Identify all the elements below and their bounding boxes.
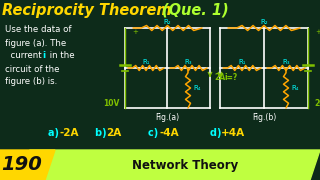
Text: R₂: R₂ [260,19,268,25]
Text: (Que. 1): (Que. 1) [162,3,228,17]
Text: +: + [315,29,320,35]
Text: -2A: -2A [59,128,78,138]
Text: b): b) [95,128,110,138]
Text: 190: 190 [2,156,43,174]
Text: d): d) [210,128,225,138]
Text: c): c) [148,128,162,138]
Text: R₃: R₃ [185,59,192,65]
Text: Use the data of: Use the data of [5,26,71,35]
Text: a): a) [48,128,62,138]
Polygon shape [0,150,55,180]
Text: R₄: R₄ [193,85,201,91]
Text: Network Theory: Network Theory [132,159,238,172]
Text: Fig.(b): Fig.(b) [252,112,276,122]
Text: i: i [42,51,45,60]
Text: 2A: 2A [214,73,225,82]
Text: +4A: +4A [221,128,245,138]
Text: in the: in the [47,51,75,60]
Text: i=?: i=? [224,73,237,82]
Text: current: current [5,51,44,60]
Text: figure (a). The: figure (a). The [5,39,66,48]
Text: 2A: 2A [106,128,121,138]
Text: 20V: 20V [314,98,320,107]
Text: +: + [132,29,138,35]
Text: R₄: R₄ [291,85,299,91]
Text: Reciprocity Theorem: Reciprocity Theorem [2,3,177,17]
Text: 10V: 10V [104,98,120,107]
Text: R₂: R₂ [164,19,171,25]
Text: circuit of the: circuit of the [5,64,60,73]
Text: R₁: R₁ [238,59,246,65]
Polygon shape [20,150,320,180]
Text: R₁: R₁ [142,59,150,65]
Text: Fig.(a): Fig.(a) [156,112,180,122]
Text: R₃: R₃ [282,59,290,65]
Text: figure (b) is.: figure (b) is. [5,78,57,87]
Text: -4A: -4A [159,128,179,138]
